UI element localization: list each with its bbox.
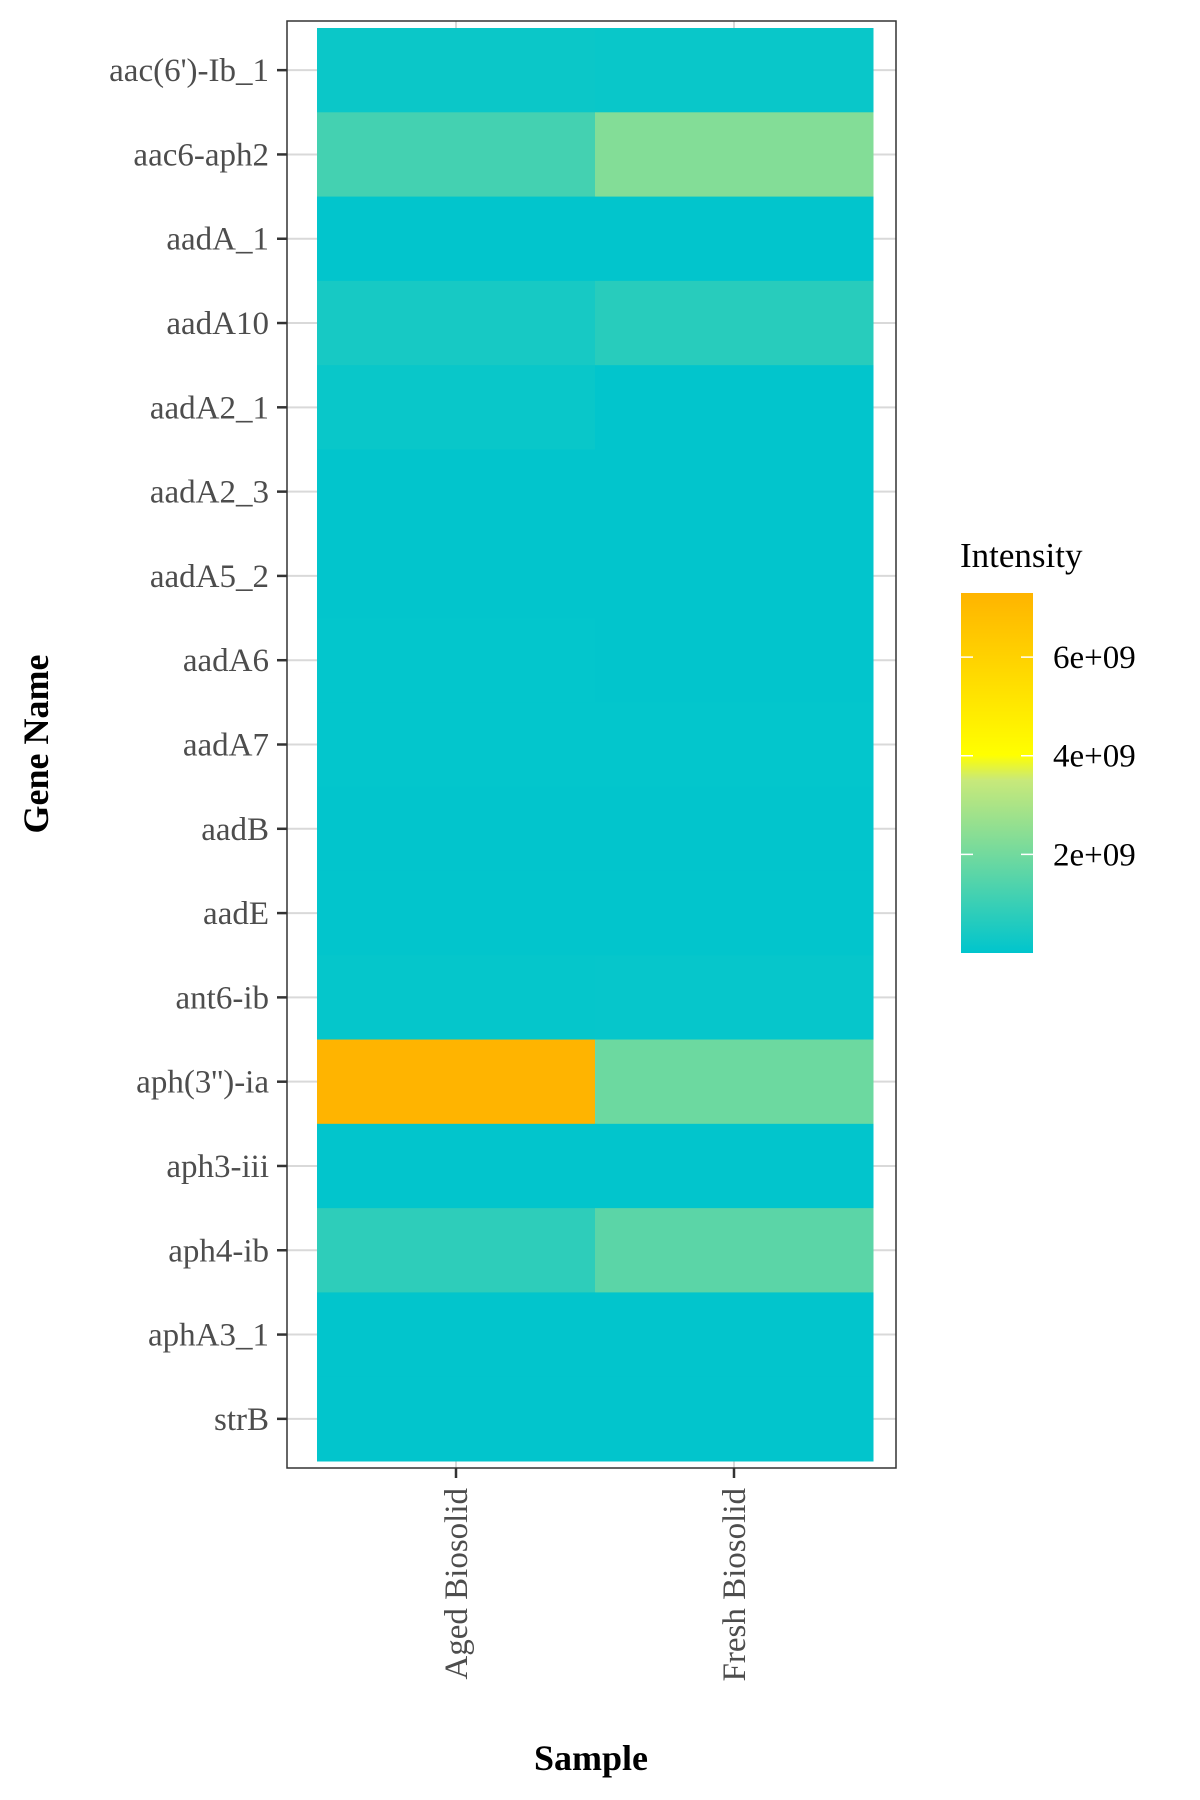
heatmap-cell — [317, 449, 596, 535]
heatmap-cell — [317, 533, 596, 619]
x-axis-title: Sample — [534, 1738, 648, 1778]
y-tick-label: aadE — [203, 896, 269, 932]
y-axis-title: Gene Name — [16, 655, 56, 834]
y-tick-label: aadA10 — [166, 306, 269, 342]
y-tick-label: aphA3_1 — [148, 1318, 269, 1354]
y-tick-label: aac6-aph2 — [133, 137, 269, 173]
y-tick-label: aadB — [201, 812, 269, 848]
legend-tick-label: 4e+09 — [1053, 739, 1136, 775]
heatmap-cell — [317, 280, 596, 366]
heatmap-cell — [595, 365, 874, 450]
y-tick-label: aadA2_1 — [150, 390, 269, 426]
heatmap-cell — [595, 618, 874, 703]
y-tick-label: aadA2_3 — [150, 475, 269, 511]
heatmap-tiles — [317, 28, 874, 1462]
y-tick-label: aadA7 — [183, 728, 269, 764]
heatmap-cell — [595, 1123, 874, 1209]
heatmap-cell — [317, 196, 596, 282]
y-tick-label: aph3-iii — [166, 1149, 269, 1185]
legend-ticks: 2e+09 4e+09 6e+09 — [961, 640, 1136, 873]
color-legend: Intensity 2e+09 4e+09 6e+09 — [960, 536, 1136, 953]
heatmap-cell — [317, 365, 596, 450]
heatmap-cell — [595, 702, 874, 788]
y-tick-label: aadA_1 — [166, 222, 269, 258]
y-axis: aac(6')-Ib_1 aac6-aph2 aadA_1 aadA10 aadA2_1… — [109, 53, 287, 1438]
y-tick-label: aac(6')-Ib_1 — [109, 53, 269, 89]
y-tick-label: ant6-ib — [176, 980, 269, 1016]
heatmap-cell — [317, 1039, 596, 1125]
heatmap-cell — [595, 870, 874, 956]
heatmap-cell — [317, 1123, 596, 1209]
heatmap-cell — [317, 618, 596, 703]
heatmap-cell — [595, 112, 874, 198]
y-tick-label: strB — [214, 1402, 269, 1438]
legend-colorbar — [961, 593, 1033, 953]
heatmap-cell — [595, 1376, 874, 1462]
heatmap-cell — [317, 1292, 596, 1378]
heatmap-cell — [595, 1039, 874, 1125]
heatmap-cell — [595, 28, 874, 113]
heatmap-cell — [595, 786, 874, 872]
heatmap-cell — [595, 280, 874, 366]
heatmap-cell — [317, 1376, 596, 1462]
y-tick-label: aadA6 — [183, 643, 269, 679]
heatmap-cell — [317, 702, 596, 788]
heatmap-cell — [595, 1292, 874, 1378]
heatmap-cell — [595, 955, 874, 1041]
legend-tick-label: 2e+09 — [1053, 837, 1136, 873]
y-tick-label: aph(3'')-ia — [136, 1065, 269, 1101]
heatmap-cell — [595, 533, 874, 619]
heatmap-cell — [317, 28, 596, 113]
y-tick-label: aph4-ib — [168, 1233, 269, 1269]
y-tick-label: aadA5_2 — [150, 559, 269, 595]
legend-tick-label: 6e+09 — [1053, 640, 1136, 676]
legend-title: Intensity — [960, 536, 1083, 575]
heatmap-cell — [595, 449, 874, 535]
heatmap-cell — [317, 1208, 596, 1293]
heatmap-cell — [317, 955, 596, 1041]
x-tick-label: Fresh Biosolid — [717, 1488, 753, 1682]
heatmap-cell — [317, 870, 596, 956]
heatmap-cell — [317, 786, 596, 872]
heatmap-cell — [595, 1208, 874, 1293]
heatmap-cell — [317, 112, 596, 198]
x-tick-label: Aged Biosolid — [439, 1488, 475, 1680]
x-axis: Aged Biosolid Fresh Biosolid — [439, 1468, 753, 1681]
heatmap-cell — [595, 196, 874, 282]
plot-panel — [286, 20, 897, 1469]
